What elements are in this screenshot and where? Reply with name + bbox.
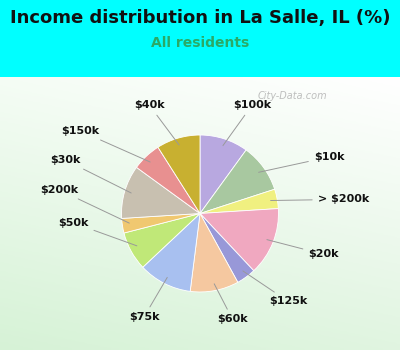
Text: > $200k: > $200k [271, 194, 369, 204]
Text: $75k: $75k [129, 278, 167, 322]
Text: $10k: $10k [258, 152, 344, 172]
Wedge shape [136, 147, 200, 214]
Text: Income distribution in La Salle, IL (%): Income distribution in La Salle, IL (%) [10, 9, 390, 27]
Text: $200k: $200k [40, 185, 129, 223]
Wedge shape [200, 135, 246, 214]
Wedge shape [124, 214, 200, 267]
Text: $100k: $100k [223, 100, 271, 146]
Wedge shape [158, 135, 200, 214]
Wedge shape [200, 150, 275, 214]
Wedge shape [122, 214, 200, 233]
Wedge shape [200, 209, 278, 271]
Text: $30k: $30k [50, 155, 131, 193]
Text: City-Data.com: City-Data.com [257, 91, 327, 101]
Text: $150k: $150k [62, 126, 150, 162]
Wedge shape [190, 214, 238, 292]
Wedge shape [200, 214, 254, 282]
Text: $125k: $125k [243, 271, 307, 306]
Wedge shape [143, 214, 200, 291]
Text: $40k: $40k [134, 100, 179, 145]
Text: All residents: All residents [151, 36, 249, 50]
Wedge shape [122, 167, 200, 218]
Text: $50k: $50k [58, 218, 137, 246]
Text: $20k: $20k [267, 240, 339, 259]
Wedge shape [200, 189, 278, 214]
Text: $60k: $60k [214, 284, 248, 324]
